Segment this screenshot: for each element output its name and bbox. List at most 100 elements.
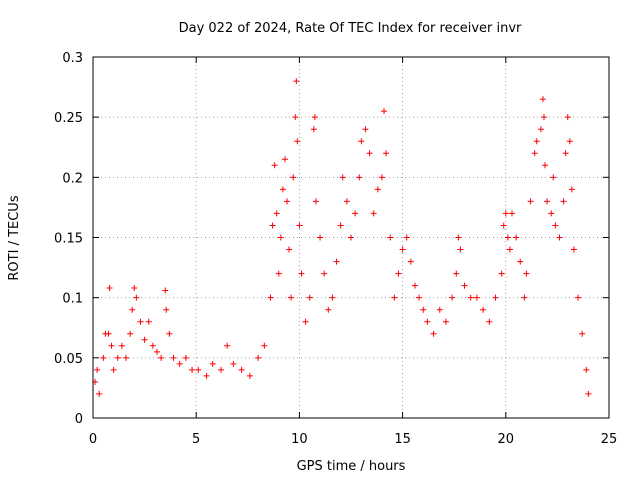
data-point [106,285,113,292]
data-point [108,342,115,349]
data-point [492,294,499,301]
data-point [137,318,144,325]
x-tick-label: 5 [192,432,200,447]
data-point [267,294,274,301]
data-point [129,306,136,313]
data-point [279,186,286,193]
data-point [498,270,505,277]
x-tick-label: 10 [291,432,308,447]
data-point [290,174,297,181]
data-point [131,285,138,292]
data-point [189,366,196,373]
data-point [118,342,125,349]
data-point [391,294,398,301]
data-point [343,198,350,205]
data-point [381,108,388,115]
data-point [286,246,293,253]
y-tick-label: 0.15 [54,232,83,247]
data-point [312,198,319,205]
data-point [399,246,406,253]
y-tick-label: 0 [75,412,83,427]
data-point [523,270,530,277]
data-point [166,330,173,337]
data-point [566,138,573,145]
data-point [162,287,169,294]
data-point [583,366,590,373]
data-point [395,270,402,277]
data-point [133,294,140,301]
data-point [114,354,121,361]
y-tick-label: 0.05 [54,352,83,367]
y-tick-label: 0.25 [54,111,83,126]
data-point [370,210,377,217]
data-point [352,210,359,217]
data-point [275,270,282,277]
data-point [517,258,524,265]
data-point [457,246,464,253]
data-point [420,306,427,313]
data-point [533,138,540,145]
data-point [579,330,586,337]
data-point [480,306,487,313]
data-point [506,246,513,253]
data-point [424,318,431,325]
data-point [209,360,216,367]
data-point [513,234,520,241]
data-point [531,150,538,157]
data-point [436,306,443,313]
data-point [407,258,414,265]
data-point [568,186,575,193]
chart-title: Day 022 of 2024, Rate Of TEC Index for r… [179,21,522,36]
data-point [486,318,493,325]
data-point [306,294,313,301]
data-point [550,174,557,181]
data-point [170,354,177,361]
data-point [542,162,549,169]
data-point [224,342,231,349]
data-point [261,342,268,349]
data-point [127,330,134,337]
data-point [298,270,305,277]
data-point [195,366,202,373]
data-point [387,234,394,241]
data-point [527,198,534,205]
data-point [403,234,410,241]
data-point [556,234,563,241]
data-point [449,294,456,301]
data-point [508,210,515,217]
data-point [366,150,373,157]
data-point [539,96,546,103]
y-tick-label: 0.3 [62,51,83,66]
data-point [311,114,318,121]
data-point [296,222,303,229]
data-point [383,150,390,157]
data-points [92,78,592,397]
data-point [94,366,101,373]
data-point [540,114,547,121]
data-point [281,156,288,163]
data-point [230,360,237,367]
data-point [294,138,301,145]
data-point [378,174,385,181]
data-point [416,294,423,301]
data-point [302,318,309,325]
y-axis-label: ROTI / TECUs [7,195,22,280]
data-point [176,360,183,367]
data-point [277,234,284,241]
x-tick-label: 25 [601,432,618,447]
data-point [358,138,365,145]
data-point [284,198,291,205]
data-point [203,372,210,379]
data-point [217,366,224,373]
data-point [453,270,460,277]
x-tick-label: 20 [498,432,515,447]
data-point [473,294,480,301]
data-point [273,210,280,217]
data-point [362,126,369,133]
data-point [149,342,156,349]
data-point [105,330,112,337]
data-point [348,234,354,241]
data-point [356,174,363,181]
data-point [504,234,511,241]
